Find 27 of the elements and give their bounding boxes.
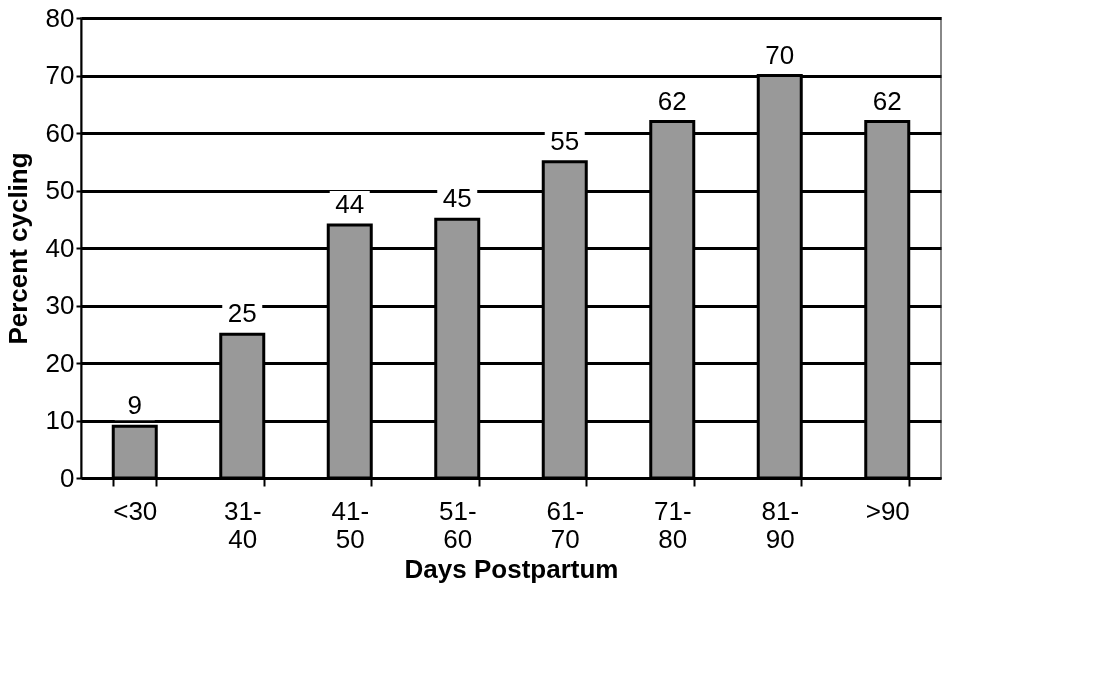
data-label: 70 <box>765 39 795 70</box>
y-axis-title: Percent cycling <box>2 152 33 345</box>
x-tick-label: 81-90 <box>761 495 800 554</box>
y-tick-label: 0 <box>60 462 75 493</box>
x-tick-label: 71-80 <box>653 495 692 554</box>
y-tick-label: 20 <box>45 347 75 378</box>
x-tick-label: 61-70 <box>546 495 585 554</box>
y-tick-label: 10 <box>45 405 75 435</box>
y-tick-label: 60 <box>45 117 75 148</box>
x-axis-title: Days Postpartum <box>404 553 619 584</box>
x-tick-label: 41-50 <box>331 495 370 554</box>
data-label: 9 <box>127 390 142 421</box>
y-tick-label: 30 <box>45 290 75 320</box>
x-tick-label: 51-60 <box>438 495 477 554</box>
data-label: 62 <box>657 85 687 116</box>
data-label: 25 <box>227 298 257 329</box>
data-label: 44 <box>335 189 365 219</box>
data-label: 62 <box>872 85 902 116</box>
data-label: 55 <box>550 125 580 156</box>
y-tick-label: 80 <box>45 2 75 33</box>
y-tick-label: 50 <box>45 175 75 205</box>
x-tick-label: <30 <box>113 495 158 526</box>
x-tick-label: 31-40 <box>223 495 262 554</box>
y-tick-label: 40 <box>45 232 75 263</box>
x-tick-label: >90 <box>865 495 910 526</box>
y-tick-label: 70 <box>45 60 75 90</box>
data-label: 45 <box>442 183 472 214</box>
